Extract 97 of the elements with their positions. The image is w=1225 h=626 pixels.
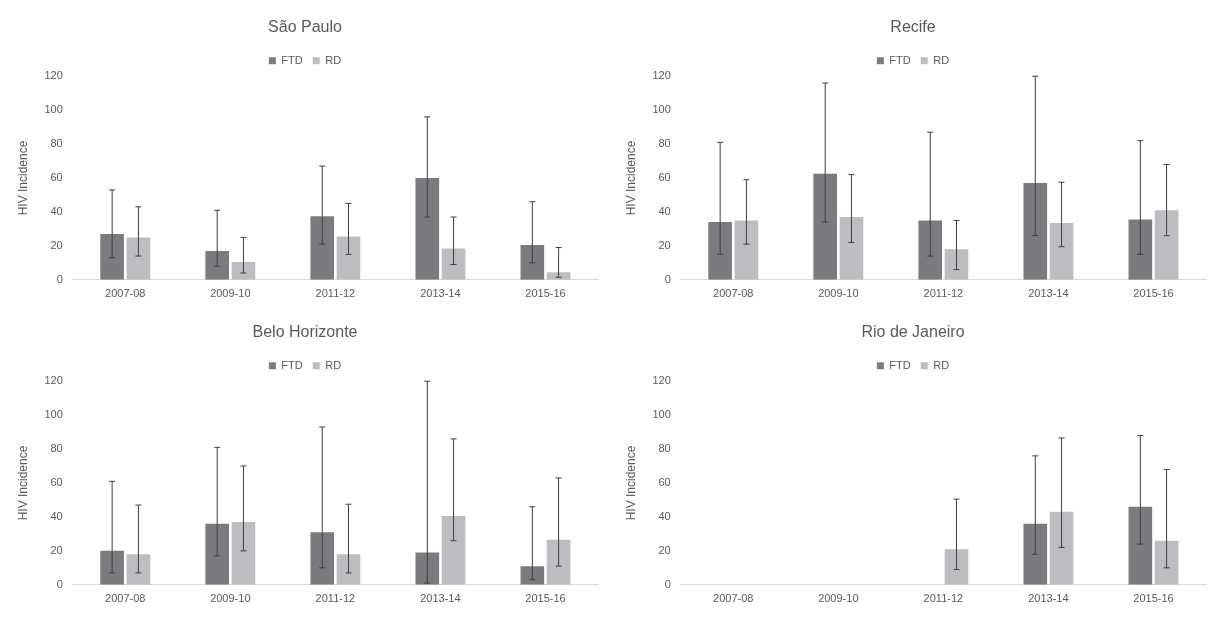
bar bbox=[520, 566, 545, 585]
bar bbox=[100, 233, 124, 280]
y-axis-title: HIV Incidence bbox=[15, 445, 30, 521]
x-tick-label: 2007-08 bbox=[105, 287, 146, 300]
bar bbox=[310, 216, 335, 280]
bar bbox=[126, 554, 151, 585]
bar bbox=[441, 248, 466, 280]
chart-title: Belo Horizonte bbox=[252, 323, 358, 341]
bar bbox=[1154, 540, 1179, 585]
y-tick-label: 40 bbox=[658, 204, 671, 217]
bar bbox=[918, 220, 943, 280]
legend-label: RD bbox=[325, 53, 342, 66]
x-tick-label: 2015-16 bbox=[1133, 592, 1174, 605]
bar bbox=[1023, 523, 1048, 585]
bar bbox=[126, 237, 151, 280]
bar bbox=[231, 522, 256, 585]
legend-label: RD bbox=[933, 358, 950, 371]
bar bbox=[734, 220, 759, 280]
y-tick-label: 0 bbox=[56, 272, 63, 285]
x-tick-label: 2009-10 bbox=[818, 592, 859, 605]
x-tick-label: 2015-16 bbox=[525, 592, 566, 605]
bar bbox=[1154, 210, 1179, 280]
x-tick-label: 2013-14 bbox=[420, 287, 461, 300]
x-tick-label: 2013-14 bbox=[1028, 287, 1069, 300]
y-tick-label: 60 bbox=[658, 476, 671, 489]
x-tick-label: 2009-10 bbox=[210, 287, 251, 300]
y-tick-label: 80 bbox=[50, 137, 63, 150]
x-tick-label: 2011-12 bbox=[315, 287, 356, 300]
bar bbox=[205, 523, 230, 585]
legend-label: FTD bbox=[889, 358, 911, 371]
x-tick-label: 2007-08 bbox=[713, 287, 754, 300]
x-tick-label: 2013-14 bbox=[1028, 592, 1069, 605]
bar bbox=[839, 217, 864, 280]
x-tick-label: 2007-08 bbox=[713, 592, 754, 605]
y-tick-label: 60 bbox=[658, 171, 671, 184]
bar bbox=[415, 178, 440, 280]
x-tick-label: 2009-10 bbox=[210, 592, 251, 605]
x-tick-label: 2007-08 bbox=[105, 592, 146, 605]
y-axis-title: HIV Incidence bbox=[15, 140, 30, 216]
bar bbox=[813, 173, 838, 280]
y-tick-label: 0 bbox=[664, 577, 671, 590]
y-tick-label: 120 bbox=[652, 374, 671, 387]
x-tick-label: 2015-16 bbox=[525, 287, 566, 300]
y-tick-label: 60 bbox=[50, 171, 63, 184]
bar bbox=[944, 249, 969, 280]
y-tick-label: 100 bbox=[652, 408, 671, 421]
chart-title: Recife bbox=[890, 18, 936, 36]
y-axis-title: HIV Incidence bbox=[623, 140, 638, 216]
y-tick-label: 40 bbox=[658, 509, 671, 522]
bar bbox=[100, 550, 124, 585]
y-tick-label: 40 bbox=[50, 204, 63, 217]
bar bbox=[336, 236, 361, 280]
y-tick-label: 100 bbox=[44, 408, 63, 421]
x-tick-label: 2011-12 bbox=[923, 592, 964, 605]
y-tick-label: 120 bbox=[652, 69, 671, 82]
bar bbox=[415, 552, 440, 585]
y-tick-label: 20 bbox=[658, 238, 671, 251]
bar bbox=[1023, 183, 1048, 280]
y-tick-label: 80 bbox=[50, 442, 63, 455]
x-tick-label: 2015-16 bbox=[1133, 287, 1174, 300]
legend-label: RD bbox=[933, 53, 950, 66]
y-tick-label: 120 bbox=[44, 69, 63, 82]
y-axis-title: HIV Incidence bbox=[623, 445, 638, 521]
bar bbox=[1049, 511, 1074, 585]
bar bbox=[944, 549, 969, 585]
x-tick-label: 2011-12 bbox=[315, 592, 356, 605]
y-tick-label: 40 bbox=[50, 509, 63, 522]
y-tick-label: 0 bbox=[664, 272, 671, 285]
x-tick-label: 2013-14 bbox=[420, 592, 461, 605]
legend-label: FTD bbox=[281, 53, 303, 66]
chart-title: Rio de Janeiro bbox=[861, 323, 965, 341]
bar bbox=[708, 222, 732, 280]
legend-label: FTD bbox=[889, 53, 911, 66]
y-tick-label: 20 bbox=[50, 543, 63, 556]
chart-title: São Paulo bbox=[268, 18, 343, 36]
x-tick-label: 2009-10 bbox=[818, 287, 859, 300]
bar bbox=[1128, 219, 1153, 280]
bar bbox=[1049, 222, 1074, 280]
y-tick-label: 80 bbox=[658, 137, 671, 150]
bar bbox=[310, 532, 335, 585]
y-tick-label: 20 bbox=[658, 543, 671, 556]
y-tick-label: 120 bbox=[44, 374, 63, 387]
bar bbox=[205, 250, 230, 280]
y-tick-label: 100 bbox=[44, 103, 63, 116]
y-tick-label: 100 bbox=[652, 103, 671, 116]
legend-label: RD bbox=[325, 358, 342, 371]
y-tick-label: 60 bbox=[50, 476, 63, 489]
bar bbox=[520, 245, 545, 280]
bar bbox=[546, 539, 571, 585]
bar bbox=[1128, 506, 1153, 585]
y-tick-label: 20 bbox=[50, 238, 63, 251]
y-tick-label: 80 bbox=[658, 442, 671, 455]
x-tick-label: 2011-12 bbox=[923, 287, 964, 300]
bar bbox=[441, 516, 466, 585]
bar bbox=[336, 554, 361, 585]
y-tick-label: 0 bbox=[56, 577, 63, 590]
legend-label: FTD bbox=[281, 358, 303, 371]
